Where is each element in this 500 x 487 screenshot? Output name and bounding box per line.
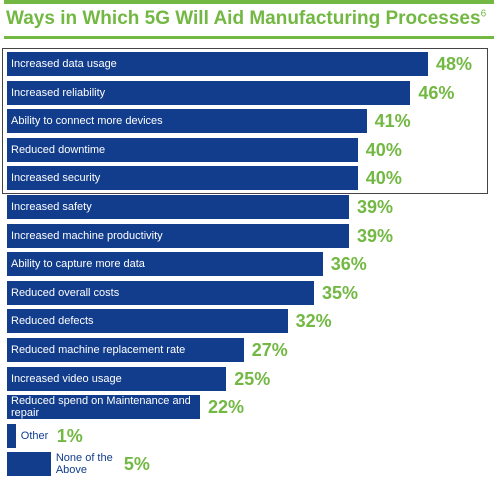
bar: [7, 395, 200, 420]
value-label: 1%: [56, 425, 83, 446]
bar: [7, 280, 314, 305]
title-superscript: 6: [480, 8, 487, 20]
value-label: 32%: [295, 311, 332, 332]
bar: [7, 309, 288, 334]
value-label: 40%: [365, 139, 402, 160]
bar-label: Reduced downtime: [11, 143, 106, 156]
value-label: 40%: [365, 168, 402, 189]
top-rule: [4, 0, 494, 4]
bar-label: Other: [20, 429, 49, 442]
bar-label: Reduced defects: [11, 315, 94, 328]
bar: [7, 366, 227, 391]
value-label: 22%: [207, 397, 244, 418]
value-label: 41%: [374, 111, 411, 132]
bar-label: Ability to capture more data: [11, 258, 145, 271]
chart-title: Ways in Which 5G Will Aid Manufacturing …: [6, 8, 481, 29]
bar-label: Reduced spend on Maintenance and repair: [11, 395, 191, 420]
bar-label: Reduced overall costs: [11, 286, 120, 299]
value-label: 27%: [251, 340, 288, 360]
bar: [7, 80, 411, 105]
bar-label: Increased security: [11, 172, 101, 185]
value-label: 36%: [330, 254, 367, 275]
value-label: 48%: [435, 54, 472, 74]
bar: [7, 137, 358, 162]
bar: [7, 223, 350, 248]
bar: [7, 452, 51, 477]
bar-label: Increased reliability: [11, 86, 106, 99]
bar: [7, 252, 323, 277]
bar: [7, 195, 350, 219]
bar: [7, 52, 428, 76]
bar-label: Increased data usage: [11, 58, 117, 70]
bar: [7, 166, 358, 191]
bar: [7, 109, 367, 134]
value-label: 39%: [357, 225, 394, 246]
bar-label: Increased safety: [11, 201, 92, 213]
bar-label: Reduced machine replacement rate: [11, 344, 186, 356]
chart-title-wrap: Ways in Which 5G Will Aid Manufacturing …: [6, 8, 486, 30]
value-label: 39%: [357, 197, 394, 217]
bar-label: Ability to connect more devices: [11, 115, 163, 128]
title-rule: [4, 36, 494, 39]
value-label: 5%: [123, 454, 150, 475]
highlight-box: [2, 48, 488, 194]
value-label: 46%: [418, 82, 455, 103]
bar-label: Increased video usage: [11, 372, 122, 385]
bar-label: None of the Above: [55, 452, 113, 477]
bar-label: Increased machine productivity: [11, 229, 163, 242]
bar: [7, 338, 244, 362]
value-label: 35%: [321, 282, 358, 303]
bar: [7, 423, 16, 448]
value-label: 25%: [234, 368, 271, 389]
